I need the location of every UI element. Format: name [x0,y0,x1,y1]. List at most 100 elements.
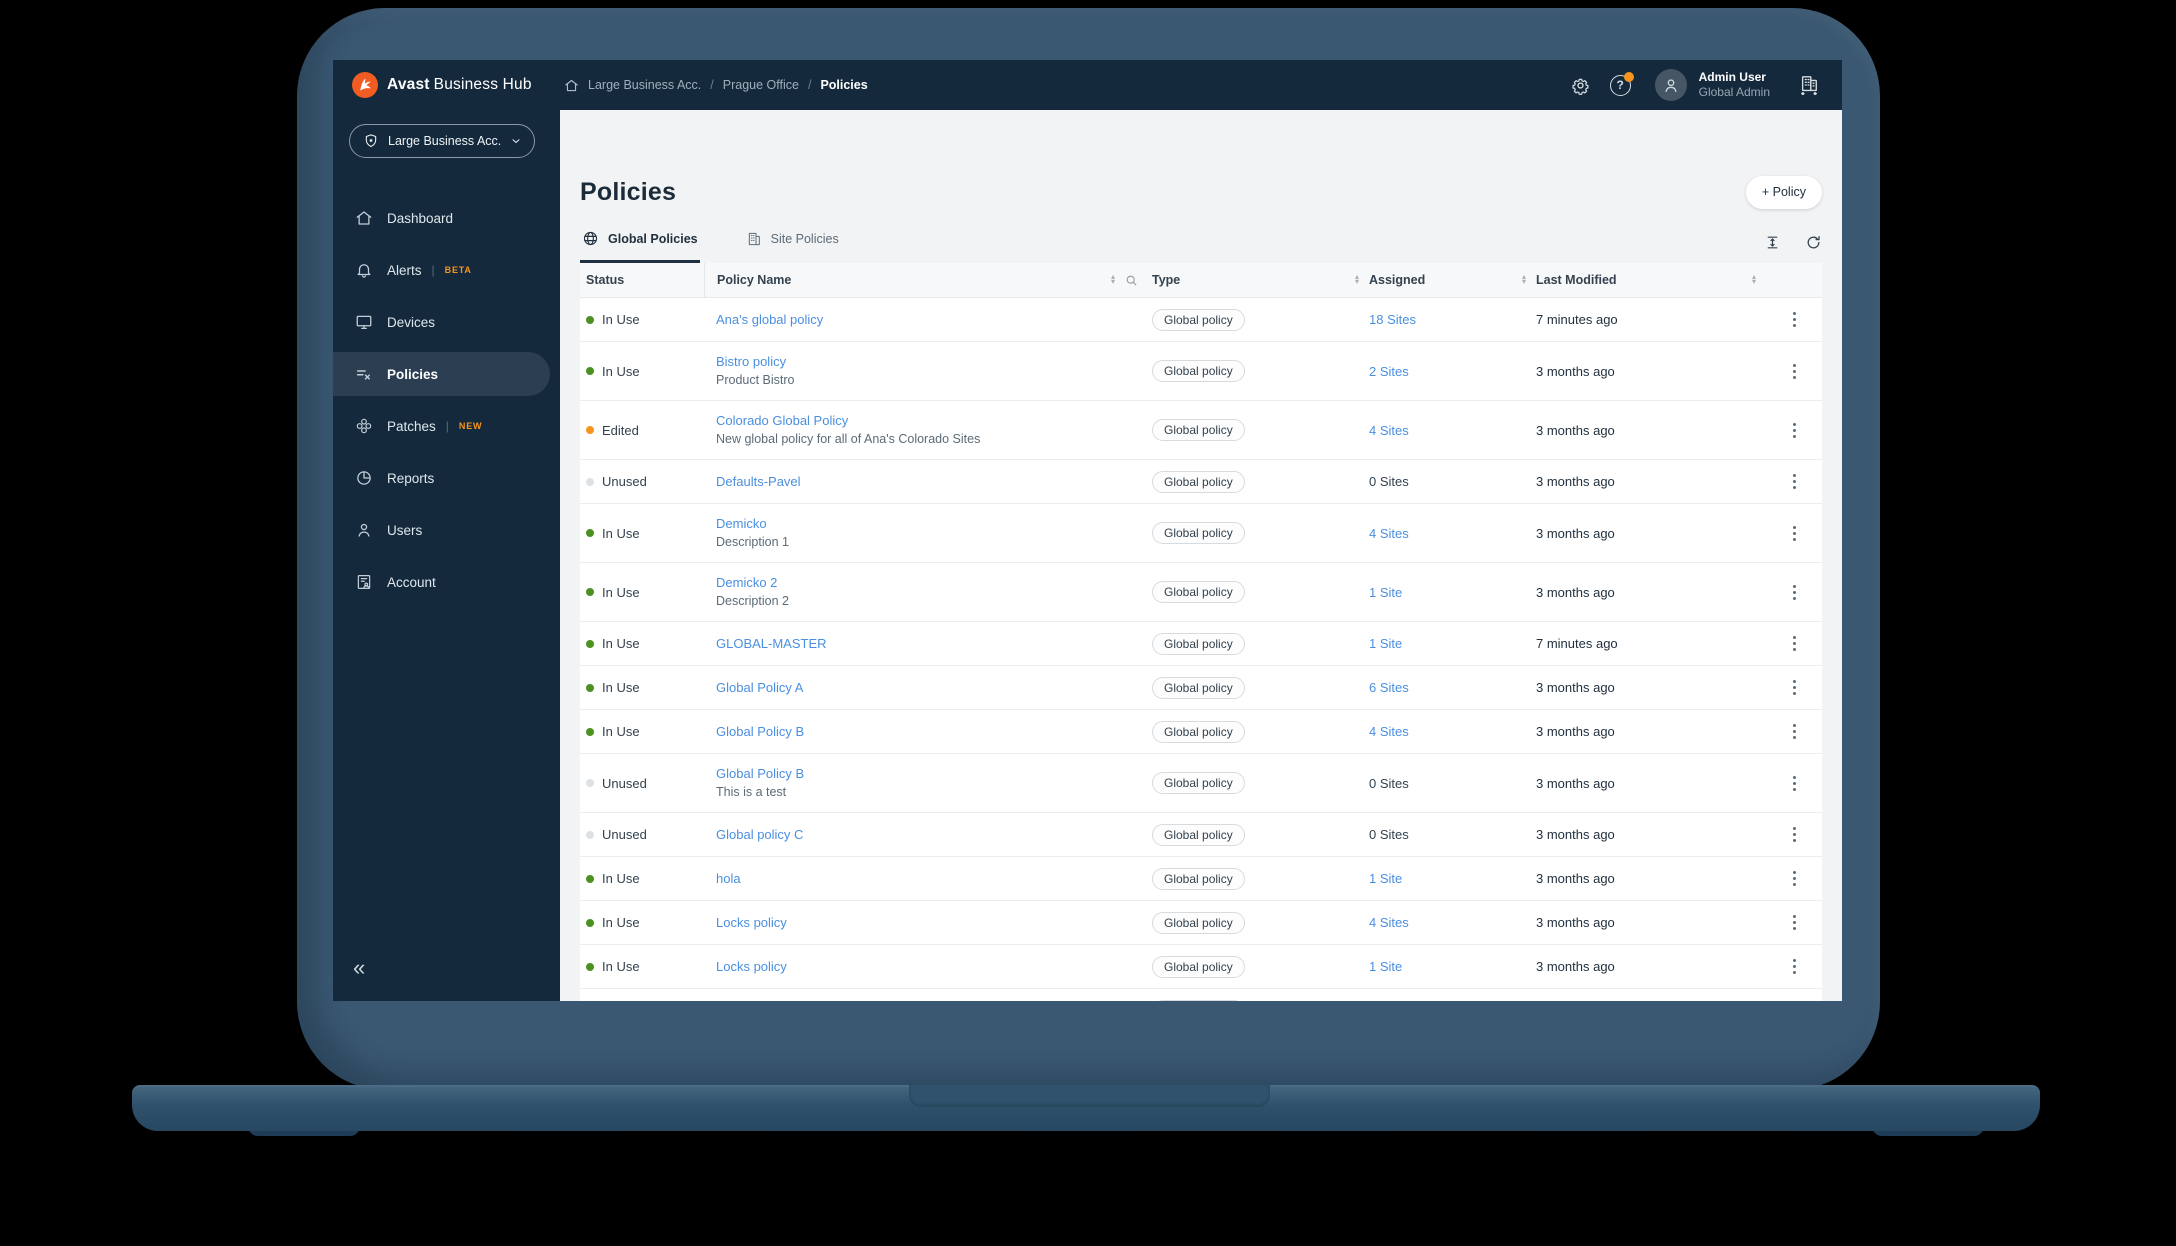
row-menu-kebab-icon[interactable] [1766,955,1822,978]
assigned-sites[interactable]: 1 Site [1369,959,1403,974]
assigned-sites[interactable]: 4 Sites [1369,724,1409,739]
policies-table: Status Policy Name ▴ ▾ Type ▴ ▾ Assigned [580,263,1822,1001]
sidebar-item-users[interactable]: Users [333,508,550,552]
account-selector-label: Large Business Acc. [388,134,502,148]
table-row: In Use Ana's global policy Global policy… [580,298,1822,342]
row-menu-kebab-icon[interactable] [1766,676,1822,699]
assigned-sites[interactable]: 4 Sites [1369,422,1409,438]
sort-icon[interactable]: ▴ ▾ [1751,272,1756,286]
assigned-sites[interactable]: 1 Site [1369,871,1403,886]
tab-site-policies[interactable]: Site Policies [744,231,841,263]
policy-name-cell: Demicko Description 1 [704,515,1152,550]
row-menu-kebab-icon[interactable] [1766,360,1822,383]
shield-icon [363,133,379,149]
status-dot [586,830,594,839]
policy-name-link[interactable]: Demicko [716,516,767,532]
row-menu-kebab-icon[interactable] [1766,999,1822,1001]
patches-icon [355,417,373,435]
type-badge: Global policy [1152,360,1245,382]
sort-icon[interactable]: ▴ ▾ [1110,272,1115,286]
assigned-sites[interactable]: 4 Sites [1369,915,1409,930]
type-cell: Global policy [1152,720,1369,743]
org-switcher-icon[interactable] [1798,75,1820,95]
table-row: In Use Global Policy A Global policy 6 S… [580,666,1822,710]
refresh-icon[interactable] [1805,234,1822,251]
row-menu-kebab-icon[interactable] [1766,720,1822,743]
account-selector[interactable]: Large Business Acc. [349,124,536,158]
last-modified: 7 minutes ago [1536,312,1618,327]
sidebar-item-policies[interactable]: Policies [333,352,550,396]
last-modified: 3 months ago [1536,915,1615,930]
row-menu-kebab-icon[interactable] [1766,632,1822,655]
status-cell: In Use [580,585,704,600]
row-menu-kebab-icon[interactable] [1766,419,1822,442]
policy-name-link[interactable]: Defaults-Pavel [716,473,801,489]
sort-icon[interactable]: ▴ ▾ [1521,272,1526,286]
type-badge: Global policy [1152,999,1245,1001]
row-menu-kebab-icon[interactable] [1766,581,1822,604]
brand[interactable]: Avast Business Hub [333,72,564,98]
breadcrumb-item[interactable]: Prague Office [722,78,799,92]
policy-name-cell: Global Policy B This is a test [704,765,1152,800]
status-cell: Unused [580,474,704,489]
sort-icon[interactable]: ▴ ▾ [1354,272,1359,286]
assigned-sites[interactable]: 2 Sites [1369,363,1409,379]
table-row: Unused Defaults-Pavel Global policy 0 Si… [580,460,1822,504]
assigned-sites[interactable]: 4 Sites [1369,525,1409,541]
status-dot [586,727,594,736]
policy-name-link[interactable]: Bistro policy [716,354,787,370]
policy-name-link[interactable]: Global Policy A [716,679,804,695]
policy-name-link[interactable]: Demicko 2 [716,575,778,591]
sidebar-item-dashboard[interactable]: Dashboard [333,196,550,240]
policy-name-link[interactable]: Colorado Global Policy [716,413,849,429]
assigned-sites[interactable]: 1 Site [1369,584,1403,600]
status-label: Edited [602,422,639,438]
policy-description: Description 1 [716,534,789,549]
last-modified: 3 months ago [1536,584,1615,600]
policy-name-link[interactable]: Locks policy [716,958,787,974]
policy-name-link[interactable]: Global Policy B [716,766,805,782]
policy-name-link[interactable]: Global policy C [716,826,804,842]
user-info[interactable]: Admin User Global Admin [1699,70,1770,100]
sidebar-item-devices[interactable]: Devices [333,300,550,344]
policy-name-link[interactable]: GLOBAL-MASTER [716,635,827,651]
avatar[interactable] [1654,69,1687,101]
type-badge: Global policy [1152,581,1245,603]
home-icon[interactable] [564,78,579,93]
policy-name-link[interactable]: Global Policy B [716,723,805,739]
row-menu-kebab-icon[interactable] [1766,911,1822,934]
last-modified: 3 months ago [1536,363,1615,379]
type-cell: Global policy [1152,470,1369,493]
status-label: In Use [602,915,640,930]
app-topbar: Avast Business Hub Large Business Acc. / … [333,60,1842,110]
assigned-sites[interactable]: 1 Site [1369,636,1403,651]
row-height-icon[interactable] [1764,234,1781,251]
row-menu-kebab-icon[interactable] [1766,308,1822,331]
row-menu-kebab-icon[interactable] [1766,772,1822,795]
row-menu-kebab-icon[interactable] [1766,823,1822,846]
sidebar-item-reports[interactable]: Reports [333,456,550,500]
sidebar-item-account[interactable]: Account [333,560,550,604]
assigned-sites[interactable]: 6 Sites [1369,680,1409,695]
tab-global-policies[interactable]: Global Policies [580,230,700,263]
sidebar-item-patches[interactable]: Patches | NEW [333,404,550,448]
status-cell: In Use [580,680,704,695]
status-cell: Unused [580,827,704,842]
policy-description: Description 2 [716,593,789,608]
breadcrumb-item[interactable]: Large Business Acc. [588,78,702,92]
policy-name-link[interactable]: Ana's global policy [716,311,824,327]
sidebar-item-alerts[interactable]: Alerts | BETA [333,248,550,292]
row-menu-kebab-icon[interactable] [1766,470,1822,493]
help-icon[interactable]: ? [1609,71,1634,96]
add-policy-button[interactable]: + Policy [1745,175,1822,209]
badge-separator: | [445,419,449,433]
row-menu-kebab-icon[interactable] [1766,867,1822,890]
row-menu-kebab-icon[interactable] [1766,522,1822,545]
policy-name-link[interactable]: hola [716,870,741,886]
column-search-icon[interactable] [1125,274,1138,287]
user-role: Global Admin [1698,85,1770,99]
sidebar-collapse-icon[interactable]: « [353,955,366,980]
settings-gear-icon[interactable] [1571,76,1590,95]
assigned-sites[interactable]: 18 Sites [1369,312,1416,327]
policy-name-link[interactable]: Locks policy [716,914,787,930]
